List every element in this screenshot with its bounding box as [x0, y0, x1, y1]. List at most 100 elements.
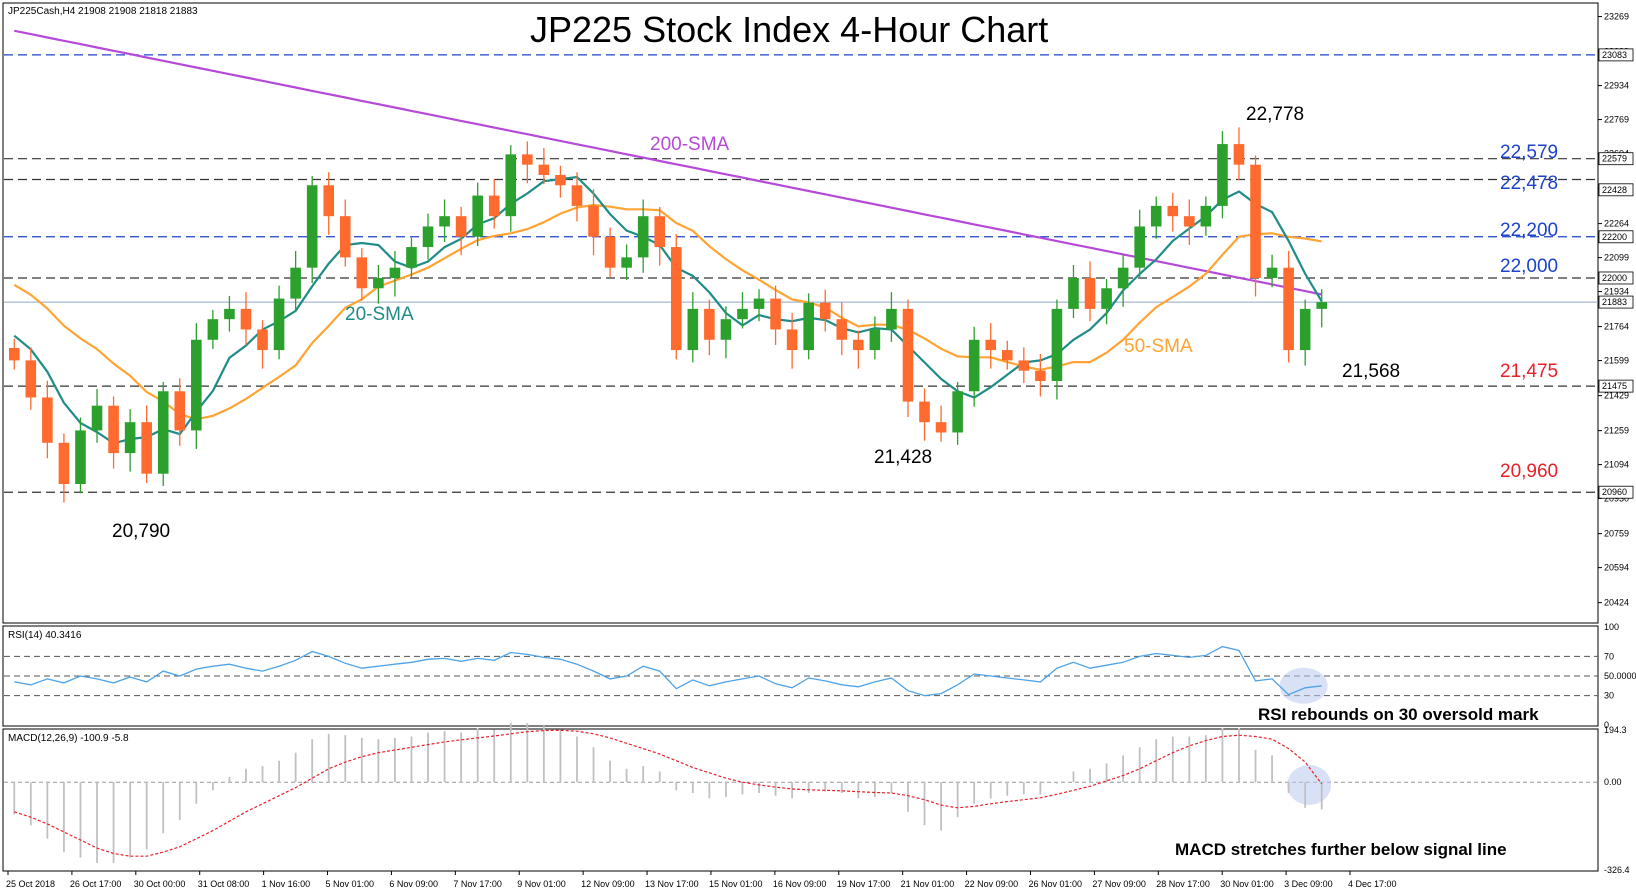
price-tick-label: 22099	[1604, 253, 1629, 263]
macd-signal-line	[14, 729, 1323, 857]
macd-histogram-bar	[460, 732, 463, 783]
candle-body	[621, 257, 632, 268]
macd-histogram-bar	[178, 782, 181, 820]
macd-histogram-bar	[840, 782, 843, 793]
macd-histogram-bar	[609, 760, 611, 783]
macd-histogram-bar	[427, 732, 429, 783]
macd-histogram-bar	[873, 782, 876, 798]
macd-histogram-bar	[1072, 771, 1075, 783]
macd-histogram-bar	[1089, 768, 1091, 783]
candle-body	[1084, 277, 1096, 309]
macd-histogram-bar	[956, 782, 959, 818]
x-tick-label: 1 Nov 16:00	[262, 879, 311, 889]
macd-histogram-bar	[29, 782, 32, 826]
candle-body	[42, 397, 53, 443]
macd-histogram-bar	[526, 723, 529, 783]
rsi-highlight-circle	[1279, 667, 1328, 704]
candle-body	[538, 164, 550, 175]
macd-panel: 194.3 0.00 -326.4	[4, 723, 1630, 875]
macd-histogram-bar	[1271, 755, 1273, 783]
price-tag-label: 22000	[1602, 273, 1627, 283]
macd-histogram-bar	[79, 782, 82, 858]
price-tick-label: 21094	[1604, 460, 1629, 470]
x-tick-label: 30 Nov 01:00	[1220, 879, 1274, 889]
candle-body	[488, 195, 500, 217]
candle-body	[1299, 308, 1311, 351]
candle-body	[1018, 360, 1030, 371]
macd-histogram-bar	[145, 782, 148, 850]
candle-body	[373, 277, 384, 289]
rsi-tick-label: 30	[1604, 691, 1614, 701]
macd-histogram-bar	[278, 760, 280, 783]
candle-body	[58, 442, 70, 484]
candle-body	[1134, 226, 1145, 268]
x-tick-label: 30 Oct 00:00	[134, 879, 186, 889]
macd-histogram-bar	[410, 736, 413, 783]
candle-body	[224, 308, 235, 320]
candle-body	[455, 216, 467, 237]
x-tick-label: 15 Nov 01:00	[709, 879, 763, 889]
candle-body	[637, 216, 649, 258]
candle-body	[124, 422, 136, 454]
macd-histogram-bar	[592, 747, 595, 783]
candle-body	[1217, 144, 1228, 206]
candle-body	[555, 174, 566, 186]
sma50-line	[13, 203, 1322, 421]
macd-histogram-bar	[625, 768, 628, 783]
candle-body	[853, 339, 864, 351]
macd-tick-label: 194.3	[1604, 725, 1627, 735]
candle-body	[1051, 308, 1063, 381]
price-tag-label: 23083	[1602, 50, 1627, 60]
macd-histogram-bar	[1188, 736, 1191, 783]
candle-body	[836, 319, 848, 340]
candle-body	[273, 298, 285, 351]
price-tick-label: 20759	[1604, 529, 1629, 539]
price-tag-label: 20960	[1602, 487, 1627, 497]
macd-histogram-bar	[857, 782, 860, 799]
candle-body	[737, 308, 748, 320]
macd-histogram-bar	[96, 782, 98, 863]
macd-histogram-bar	[758, 782, 760, 793]
macd-histogram-bar	[1105, 763, 1108, 783]
candle-body	[770, 298, 781, 330]
rsi-line	[14, 645, 1322, 697]
price-tag-label: 22428	[1602, 185, 1627, 195]
x-axis: 25 Oct 2018 26 Oct 17:00 30 Oct 00:00 31 Oc…	[6, 871, 1397, 889]
candle-body	[753, 298, 765, 309]
chart-title: JP225 Stock Index 4-Hour Chart	[530, 9, 1048, 50]
macd-histogram-bar	[890, 782, 893, 793]
x-tick-label: 26 Oct 17:00	[70, 879, 122, 889]
candle-body	[91, 405, 103, 431]
x-tick-label: 13 Nov 17:00	[645, 879, 699, 889]
level-label-22000: 22,000	[1500, 256, 1558, 277]
price-tag-label: 22200	[1602, 232, 1627, 242]
macd-histogram-bar	[1238, 728, 1240, 783]
price-annotation-mid-low: 21,428	[874, 447, 932, 468]
price-tag-box	[1598, 271, 1634, 285]
macd-histogram-bar	[791, 782, 794, 799]
price-tick-label: 20594	[1604, 563, 1629, 573]
macd-histogram-bar	[228, 776, 231, 783]
macd-histogram-bar	[973, 782, 976, 804]
macd-histogram-bar	[1039, 782, 1042, 795]
sma20-label: 20-SMA	[345, 304, 414, 325]
price-levels	[4, 54, 1598, 493]
macd-histogram-bar	[675, 782, 678, 791]
last-price-tag-label: 21883	[1602, 297, 1627, 307]
price-tag-box	[1598, 379, 1634, 393]
price-annotation-low: 20,790	[112, 521, 170, 542]
macd-histogram-bar	[1287, 782, 1290, 793]
candle-body	[819, 302, 831, 320]
x-tick-label: 28 Nov 17:00	[1156, 879, 1210, 889]
level-label-21475: 21,475	[1500, 361, 1558, 382]
candle-body	[1233, 144, 1245, 165]
rsi-header: RSI(14) 40.3416	[8, 630, 82, 641]
macd-histogram-bar	[63, 782, 65, 853]
macd-note: MACD stretches further below signal line	[1175, 840, 1507, 859]
symbol-info: JP225Cash,H4 21908 21908 21818 21883	[8, 6, 198, 17]
sma200-path	[14, 29, 1322, 296]
macd-histogram-bar	[211, 782, 214, 791]
candle-body	[8, 348, 20, 361]
candles	[8, 127, 1328, 503]
